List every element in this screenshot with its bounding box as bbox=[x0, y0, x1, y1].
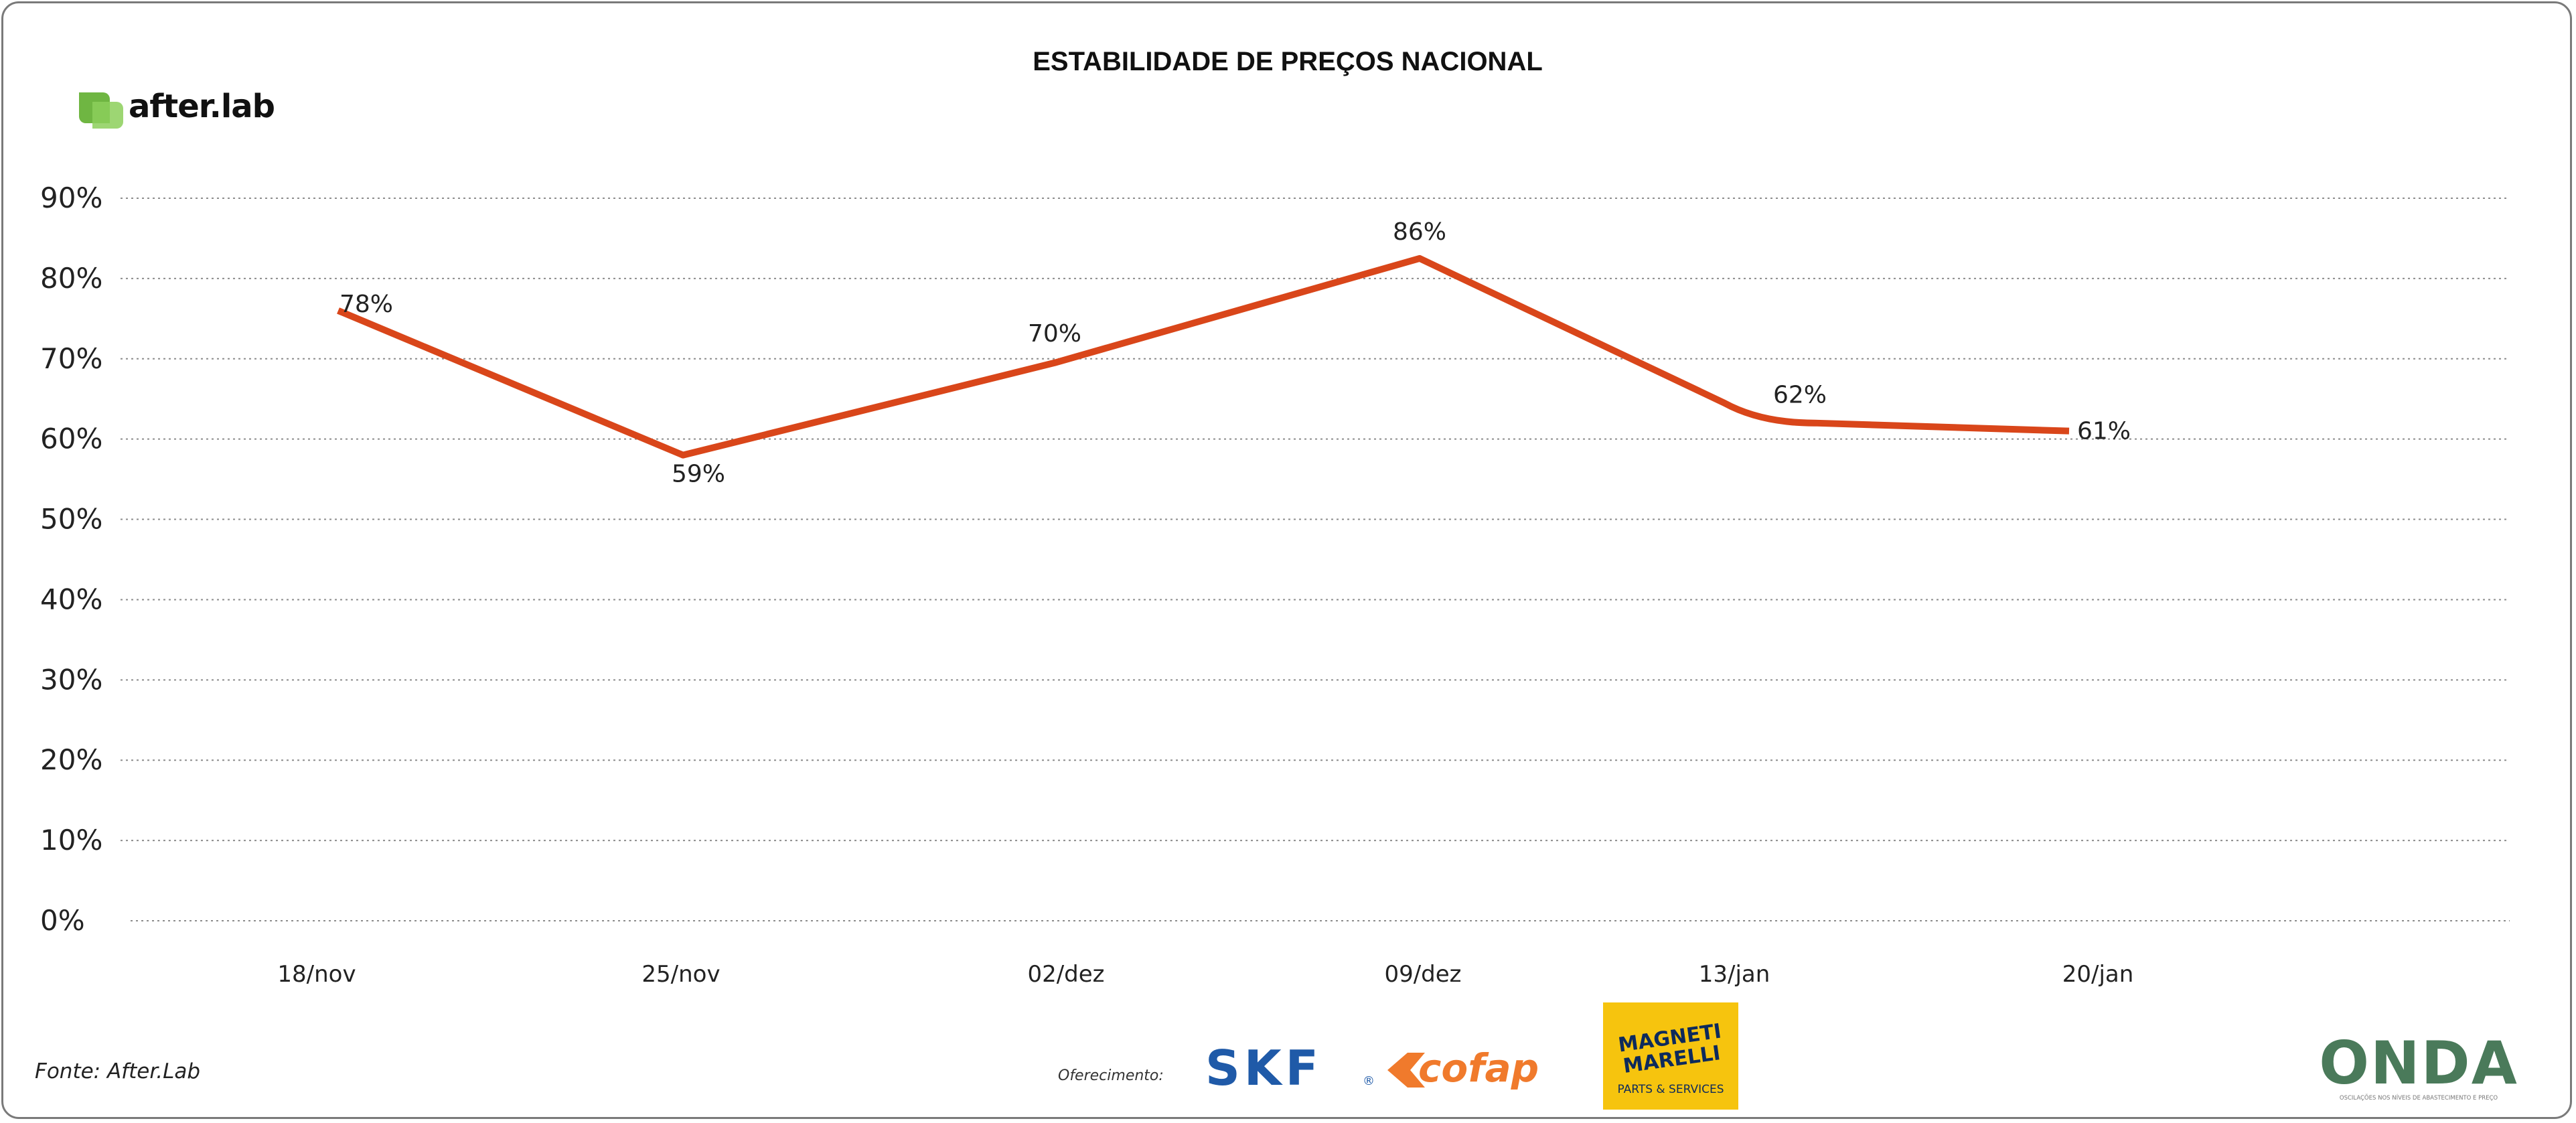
data-label: 70% bbox=[1028, 320, 1081, 348]
data-label: 86% bbox=[1393, 218, 1446, 246]
x-tick-label: 20/jan bbox=[2062, 961, 2134, 988]
cofap-logo: cofap bbox=[1387, 1045, 1539, 1091]
x-tick-label: 18/nov bbox=[277, 961, 356, 988]
onda-sub: OSCILAÇÕES NOS NÍVEIS DE ABASTECIMENTO E… bbox=[2340, 1094, 2498, 1102]
skf-logo: SKF ® bbox=[1205, 1040, 1375, 1096]
x-tick-label: 09/dez bbox=[1384, 961, 1461, 988]
y-tick-label: 20% bbox=[40, 743, 102, 776]
onda-logo: ONDA OSCILAÇÕES NOS NÍVEIS DE ABASTECIME… bbox=[2319, 1029, 2518, 1102]
cofap-swoosh-icon bbox=[1387, 1053, 1425, 1088]
y-tick-label: 80% bbox=[40, 262, 102, 295]
afterlab-mark-icon bbox=[79, 92, 123, 129]
afterlab-logo: after.lab bbox=[79, 88, 275, 129]
cofap-text: cofap bbox=[1418, 1045, 1539, 1091]
onda-text: ONDA bbox=[2319, 1029, 2518, 1098]
magneti-marelli-logo: MAGNETI MARELLI PARTS & SERVICES bbox=[1603, 1002, 1738, 1110]
data-label: 59% bbox=[672, 461, 725, 488]
source-text: Fonte: After.Lab bbox=[35, 1059, 200, 1083]
data-label: 62% bbox=[1773, 382, 1827, 409]
chart-title: ESTABILIDADE DE PREÇOS NACIONAL bbox=[1033, 47, 1543, 76]
y-tick-label: 90% bbox=[40, 181, 102, 214]
afterlab-text: after.lab bbox=[129, 88, 275, 125]
y-tick-label: 40% bbox=[40, 583, 102, 615]
y-tick-label: 30% bbox=[40, 663, 102, 696]
y-tick-label: 50% bbox=[40, 503, 102, 536]
magneti-sub: PARTS & SERVICES bbox=[1617, 1083, 1724, 1096]
skf-text: SKF bbox=[1205, 1040, 1322, 1096]
y-tick-label: 60% bbox=[40, 423, 102, 455]
x-tick-label: 13/jan bbox=[1699, 961, 1770, 988]
data-label: 78% bbox=[339, 291, 393, 318]
x-tick-label: 25/nov bbox=[641, 961, 720, 988]
y-tick-label: 10% bbox=[40, 824, 102, 856]
data-label: 61% bbox=[2077, 418, 2131, 445]
x-tick-label: 02/dez bbox=[1027, 961, 1104, 988]
y-tick-label: 0% bbox=[40, 904, 85, 937]
skf-registered: ® bbox=[1363, 1074, 1375, 1088]
series-line bbox=[337, 254, 2070, 459]
y-tick-label: 70% bbox=[40, 342, 102, 375]
sponsor-label: Oferecimento: bbox=[1058, 1067, 1164, 1084]
